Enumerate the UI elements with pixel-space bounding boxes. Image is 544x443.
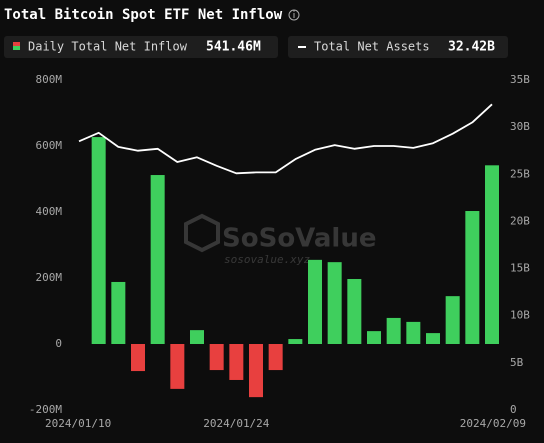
- bar: [445, 296, 460, 344]
- bar: [249, 344, 263, 398]
- chart-title: Total Bitcoin Spot ETF Net Inflow: [4, 7, 283, 23]
- watermark-text: SoSoValue: [222, 224, 376, 254]
- y-tick-label: 0: [55, 337, 62, 350]
- y2-tick-label: 10B: [510, 309, 530, 322]
- y-tick-label: 200M: [36, 271, 63, 284]
- y2-tick-label: 5B: [510, 356, 524, 369]
- y-tick-label: -200M: [29, 403, 62, 416]
- bar: [268, 344, 283, 371]
- bar: [91, 137, 106, 344]
- watermark: SoSoValue sosovalue.xyz: [184, 213, 376, 266]
- y2-tick-label: 0: [510, 403, 517, 416]
- bar: [209, 344, 224, 371]
- bar: [170, 344, 185, 389]
- y2-tick-label: 30B: [510, 120, 530, 133]
- bar: [190, 330, 204, 344]
- bar: [485, 165, 499, 344]
- bar: [367, 331, 381, 344]
- bar: [150, 175, 165, 344]
- legend-value: 32.42B: [448, 40, 495, 55]
- bar: [386, 317, 401, 344]
- legend-label: Daily Total Net Inflow: [28, 40, 188, 54]
- watermark-subtext: sosovalue.xyz: [224, 253, 310, 266]
- legend-icon-bar: [13, 42, 20, 50]
- x-tick-label: 2024/02/09: [460, 417, 526, 430]
- x-tick-label: 2024/01/24: [203, 417, 270, 430]
- y2-tick-label: 25B: [510, 167, 530, 180]
- bar: [465, 211, 480, 344]
- y2-tick-label: 35B: [510, 73, 530, 86]
- bar: [347, 278, 362, 344]
- y2-tick-label: 20B: [510, 214, 530, 227]
- bar: [426, 333, 440, 344]
- bar: [308, 259, 322, 344]
- y-tick-label: 600M: [36, 139, 63, 152]
- y2-tick-label: 15B: [510, 262, 530, 275]
- y-tick-label: 400M: [36, 205, 63, 218]
- legend-box: [288, 36, 508, 58]
- line: [78, 103, 493, 175]
- bar: [288, 339, 303, 344]
- legend-value: 541.46M: [206, 40, 261, 55]
- y-tick-label: 800M: [36, 73, 63, 86]
- bar: [327, 262, 342, 344]
- bar: [229, 344, 244, 380]
- info-icon[interactable]: [288, 9, 300, 21]
- x-tick-label: 2024/01/10: [45, 417, 111, 430]
- bar: [111, 281, 126, 344]
- legend-label: Total Net Assets: [314, 40, 430, 54]
- bar: [406, 321, 421, 344]
- legend-box: [4, 36, 278, 58]
- bar: [131, 344, 145, 372]
